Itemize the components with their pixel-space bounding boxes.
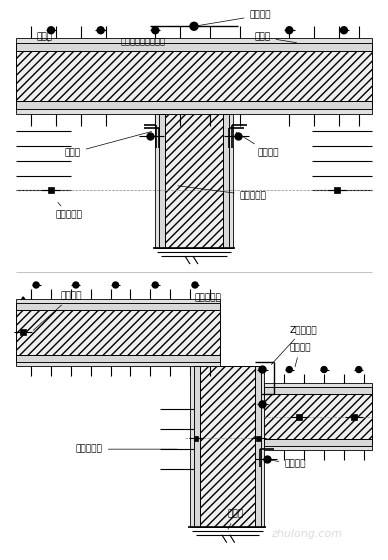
Circle shape (33, 282, 39, 288)
Circle shape (190, 22, 198, 30)
Text: 穿墙螺栓: 穿墙螺栓 (197, 11, 271, 26)
Bar (265, 394, 372, 439)
Circle shape (340, 27, 347, 34)
Text: 大模板背楞: 大模板背楞 (56, 203, 83, 220)
Bar (194, 366, 200, 527)
Text: 角模拉结: 角模拉结 (236, 132, 279, 157)
Circle shape (113, 282, 119, 288)
Text: 大模板: 大模板 (255, 32, 296, 43)
Circle shape (321, 367, 327, 372)
Circle shape (286, 367, 292, 372)
Text: 混凝土墙体: 混凝土墙体 (178, 186, 267, 200)
Bar (16, 362, 220, 366)
Bar (229, 114, 233, 248)
Circle shape (152, 282, 158, 288)
Circle shape (48, 27, 54, 34)
Text: 阳角模: 阳角模 (65, 132, 152, 157)
Bar (255, 366, 260, 527)
Circle shape (286, 27, 293, 34)
Bar (190, 366, 194, 527)
Bar (256, 436, 261, 441)
Circle shape (97, 27, 104, 34)
Text: 混凝土墙体: 混凝土墙体 (195, 293, 222, 302)
Bar (260, 366, 265, 527)
Circle shape (73, 282, 79, 288)
Bar (155, 114, 159, 248)
Bar (16, 109, 372, 114)
Circle shape (259, 366, 266, 373)
Bar (200, 366, 255, 527)
Bar (334, 188, 340, 193)
Text: 穿墙螺栓: 穿墙螺栓 (289, 343, 311, 367)
Text: 焊接连接: 焊接连接 (33, 291, 83, 330)
Polygon shape (19, 297, 27, 303)
Bar (159, 114, 165, 248)
Bar (16, 43, 372, 51)
Bar (296, 414, 302, 420)
Bar (265, 446, 372, 450)
Text: 丁字墙模板螺栓连接: 丁字墙模板螺栓连接 (121, 37, 166, 46)
Bar (194, 436, 199, 441)
Text: 大模板: 大模板 (36, 32, 52, 41)
Bar (16, 38, 372, 43)
Bar (265, 388, 372, 394)
Bar (16, 354, 220, 362)
Bar (351, 414, 357, 420)
Bar (165, 114, 223, 248)
Bar (16, 310, 220, 354)
Bar (20, 329, 26, 335)
Circle shape (356, 367, 362, 372)
Bar (16, 101, 372, 109)
Bar (265, 439, 372, 446)
Circle shape (259, 401, 266, 408)
Circle shape (152, 27, 159, 34)
Bar (223, 114, 229, 248)
Text: 大模板: 大模板 (228, 510, 244, 529)
Text: 大模板背楞: 大模板背楞 (76, 445, 177, 454)
Text: 角模拉结: 角模拉结 (267, 460, 306, 469)
Bar (16, 299, 220, 303)
Circle shape (192, 282, 198, 288)
Bar (16, 51, 372, 101)
Bar (48, 188, 54, 193)
Text: zhulong.com: zhulong.com (272, 529, 343, 539)
Text: Z字型角模: Z字型角模 (271, 325, 317, 365)
Bar (16, 303, 220, 310)
Bar (265, 384, 372, 388)
